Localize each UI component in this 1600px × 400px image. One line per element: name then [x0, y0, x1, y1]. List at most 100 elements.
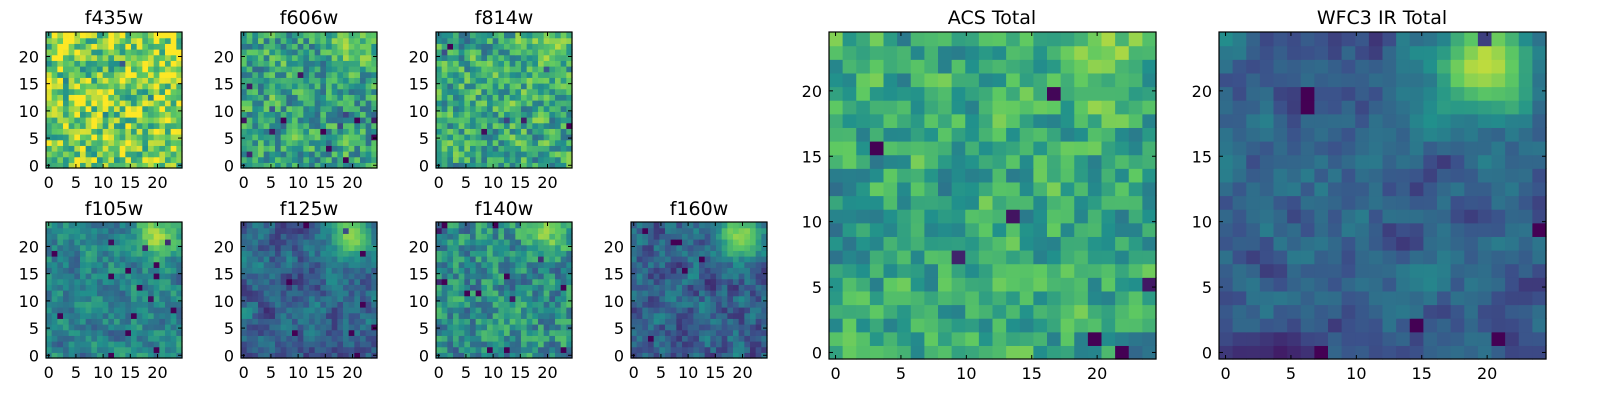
heatmap-cell: [46, 324, 53, 331]
heatmap-cell: [131, 66, 138, 73]
heatmap-cell: [125, 128, 132, 135]
heatmap-cell: [365, 312, 372, 319]
heatmap-cell: [102, 301, 109, 308]
heatmap-cell: [1006, 154, 1021, 169]
heatmap-cell: [910, 181, 925, 197]
heatmap-cell: [721, 307, 728, 314]
heatmap-cell: [549, 83, 556, 90]
heatmap-cell: [176, 32, 183, 39]
heatmap-cell: [653, 273, 660, 280]
heatmap-cell: [951, 72, 966, 88]
heatmap-cell: [481, 94, 488, 101]
heatmap-cell: [761, 301, 768, 308]
heatmap-cell: [1019, 263, 1034, 278]
heatmap-cell: [1287, 345, 1302, 360]
heatmap-cell: [1047, 195, 1062, 210]
heatmap-cell: [883, 195, 898, 210]
heatmap-cell: [470, 117, 477, 124]
heatmap-cell: [46, 227, 53, 234]
heatmap-cell: [131, 301, 138, 308]
heatmap-cell: [543, 117, 550, 124]
heatmap-cell: [1355, 304, 1370, 319]
heatmap-cell: [509, 145, 516, 152]
heatmap-cell: [360, 290, 367, 297]
heatmap-cell: [252, 134, 259, 141]
panel-title: f140w: [475, 198, 534, 220]
heatmap-cell: [555, 341, 562, 348]
heatmap-cell: [159, 267, 166, 274]
heatmap-cell: [159, 134, 166, 141]
heatmap-cell: [521, 267, 528, 274]
heatmap-cell: [246, 324, 253, 331]
heatmap-cell: [80, 290, 87, 297]
heatmap-cell: [515, 94, 522, 101]
heatmap-cell: [63, 335, 70, 342]
heatmap-cell: [549, 49, 556, 56]
heatmap-cell: [1060, 113, 1075, 128]
heatmap-cell: [704, 284, 711, 291]
heatmap-cell: [258, 329, 265, 336]
heatmap-cell: [102, 49, 109, 56]
heatmap-cell: [131, 88, 138, 95]
heatmap-cell: [114, 37, 121, 44]
heatmap-cell: [286, 256, 293, 263]
heatmap-cell: [326, 43, 333, 50]
heatmap-cell: [114, 162, 121, 169]
heatmap-cell: [46, 335, 53, 342]
heatmap-cell: [46, 278, 53, 285]
heatmap-cell: [97, 94, 104, 101]
heatmap-cell: [938, 154, 953, 169]
heatmap-cell: [869, 250, 885, 265]
heatmap-cell: [131, 156, 138, 163]
heatmap-cell: [331, 233, 338, 240]
heatmap-cell: [526, 250, 533, 257]
heatmap-cell: [275, 32, 282, 39]
heatmap-cell: [371, 318, 378, 325]
heatmap-cell: [436, 324, 443, 331]
heatmap-cell: [436, 54, 443, 61]
heatmap-cell: [165, 256, 172, 263]
heatmap-cell: [504, 60, 511, 67]
y-tick-label: 20: [214, 47, 234, 66]
heatmap-cell: [85, 88, 92, 95]
heatmap-cell: [354, 346, 361, 353]
heatmap-cell: [63, 162, 70, 169]
heatmap-cell: [63, 284, 70, 291]
heatmap-cell: [292, 156, 299, 163]
heatmap-cell: [549, 261, 556, 268]
heatmap-cell: [1060, 127, 1075, 142]
heatmap-cell: [114, 227, 121, 234]
heatmap-cell: [543, 151, 550, 158]
heatmap-cell: [659, 295, 666, 302]
heatmap-cell: [965, 168, 980, 183]
heatmap-cell: [119, 43, 126, 50]
heatmap-cell: [125, 250, 132, 257]
heatmap-cell: [453, 77, 460, 84]
heatmap-cell: [856, 209, 871, 224]
heatmap-cell: [1019, 181, 1034, 197]
heatmap-cell: [733, 239, 740, 246]
heatmap-cell: [504, 341, 511, 348]
heatmap-cell: [131, 295, 138, 302]
heatmap-cell: [526, 346, 533, 353]
heatmap-cell: [504, 290, 511, 297]
heatmap-cell: [303, 71, 310, 78]
heatmap-cell: [371, 290, 378, 297]
heatmap-cell: [314, 117, 321, 124]
heatmap-cell: [241, 335, 248, 342]
heatmap-cell: [252, 88, 259, 95]
heatmap-cell: [258, 100, 265, 107]
heatmap-cell: [924, 304, 939, 319]
heatmap-cell: [102, 151, 109, 158]
heatmap-cell: [509, 105, 516, 112]
heatmap-cell: [176, 261, 183, 268]
heatmap-cell: [280, 111, 287, 118]
heatmap-cell: [509, 54, 516, 61]
heatmap-cell: [682, 239, 689, 246]
heatmap-cell: [246, 233, 253, 240]
heatmap-cell: [297, 151, 304, 158]
heatmap-cell: [464, 222, 471, 229]
heatmap-cell: [543, 43, 550, 50]
heatmap-cell: [676, 261, 683, 268]
heatmap-cell: [292, 222, 299, 229]
